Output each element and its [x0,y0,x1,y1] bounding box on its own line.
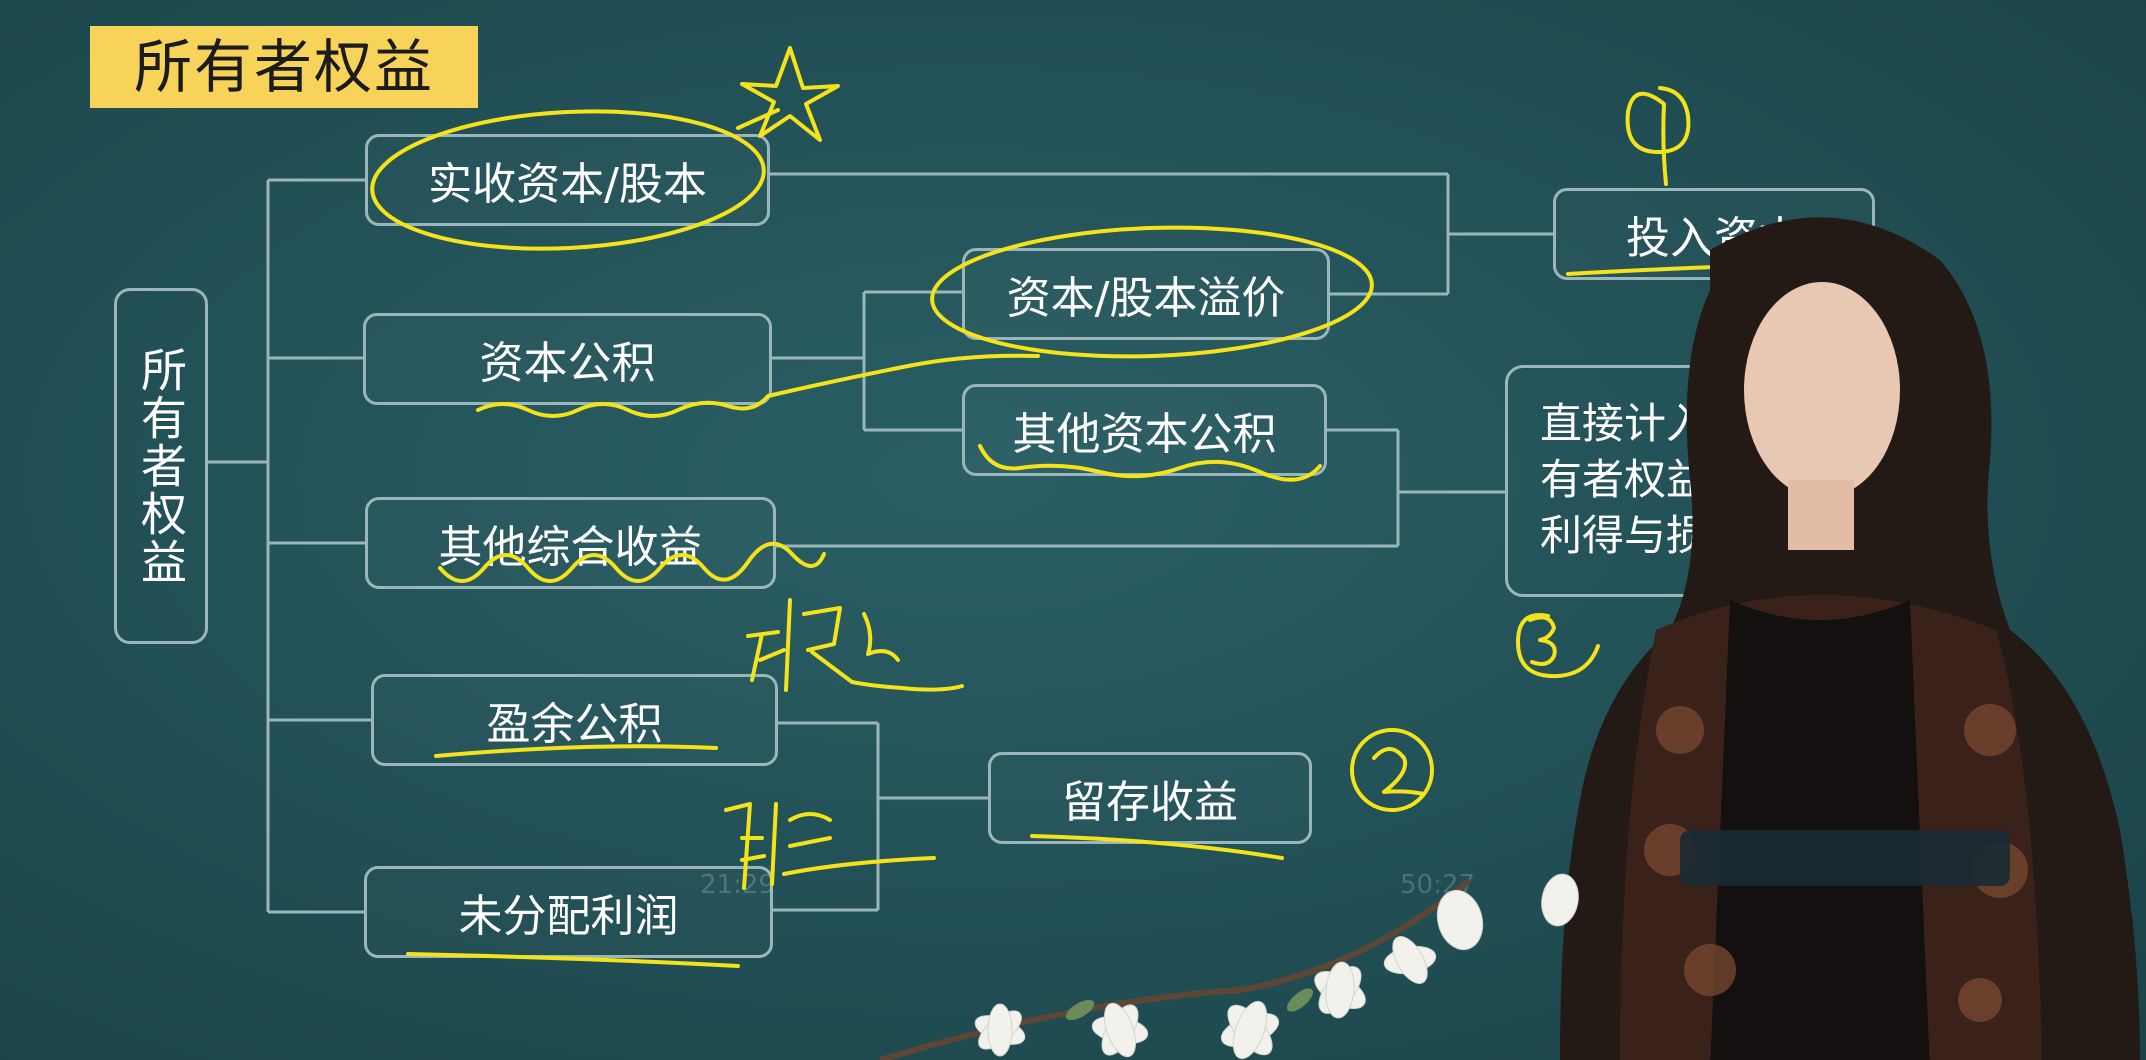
star-mark-icon [740,46,840,142]
underline [434,744,718,758]
node-undistributed-profit: 未分配利润 [364,866,773,958]
note-statutory-mark [746,598,964,692]
node-label: 其他综合收益 [438,522,703,573]
video-player-controls[interactable]: 21:29 50:27 [640,830,1475,900]
page-title: 所有者权益 [90,26,478,108]
underline [1030,834,1284,860]
presenter-figure [1560,217,2140,1060]
node-retained-earnings: 留存收益 [988,752,1312,844]
circled-number-3-mark [1516,613,1600,679]
node-label: 未分配利润 [458,891,679,942]
node-other-comprehensive-income: 其他综合收益 [365,497,776,589]
node-capital-premium: 资本/股本溢价 [962,248,1330,340]
root-node-owners-equity: 所有者权益 [114,288,208,644]
node-label: 留存收益 [1062,777,1238,828]
node-capital-reserve: 资本公积 [363,313,772,405]
node-label: 资本公积 [479,338,656,389]
node-label: 实收资本/股本 [428,159,707,210]
wavy-underline [476,353,1040,418]
underline [406,952,740,968]
circle-mark [930,225,1374,359]
node-label: 其他资本公积 [1012,409,1277,460]
root-node-label: 所有者权益 [134,346,188,586]
node-label: 资本/股本溢价 [1006,273,1286,324]
node-label: 盈余公积 [486,699,663,750]
wavy-underline [438,541,826,583]
circled-number-2-mark [1350,728,1434,812]
player-elapsed-time: 21:29 [700,870,775,900]
circled-number-1-mark [1625,86,1691,186]
wavy-underline [978,444,1322,482]
node-paid-in-capital: 实收资本/股本 [365,134,770,226]
note-voluntary-mark [724,802,936,890]
node-surplus-reserve: 盈余公积 [371,674,778,766]
circle-mark [370,109,766,251]
